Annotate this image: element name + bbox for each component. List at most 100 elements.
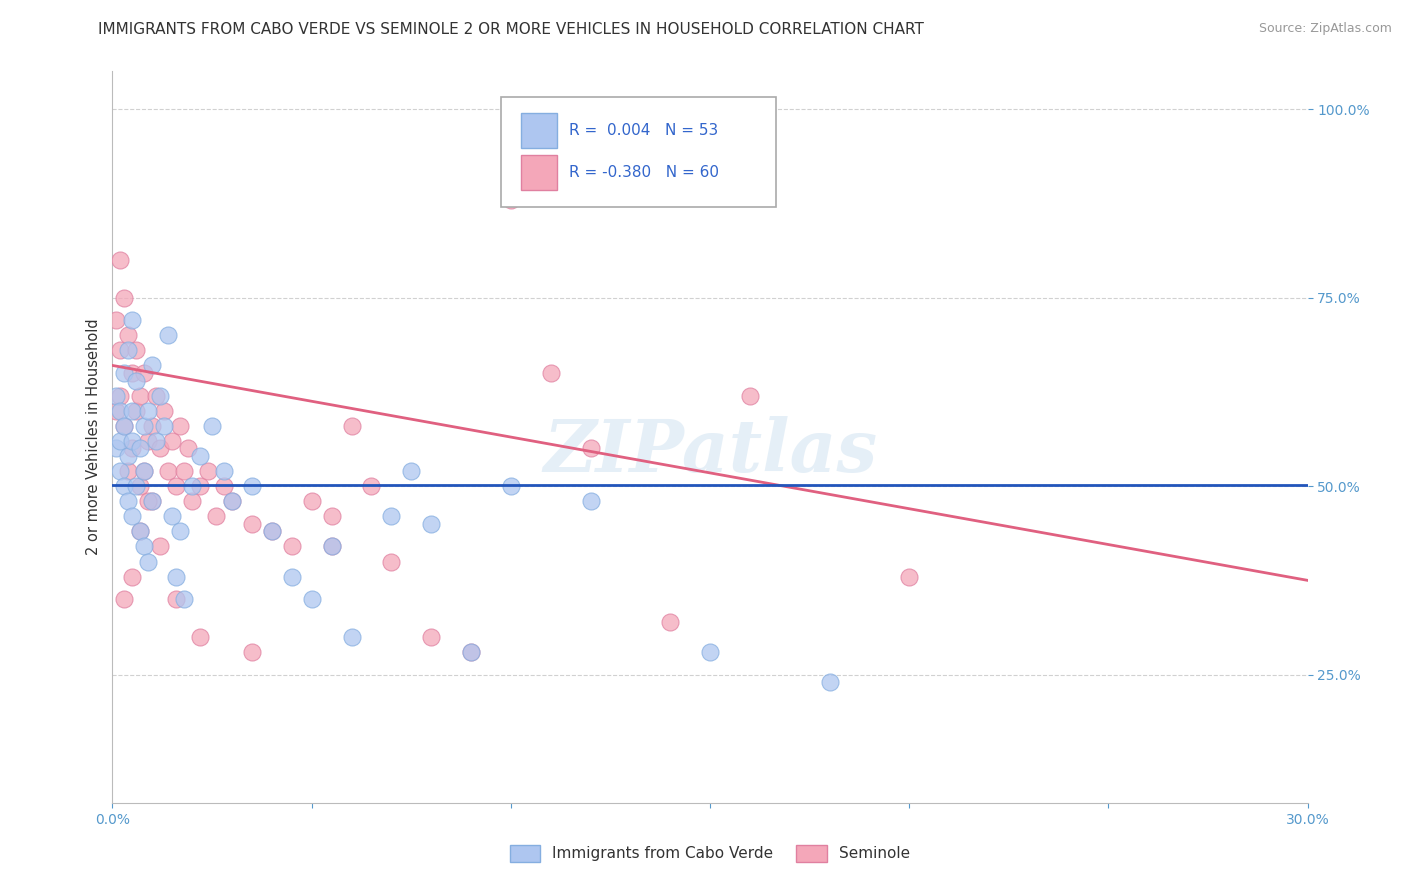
Point [898, 569, 921, 583]
Point [260, 524, 283, 539]
Point [540, 366, 562, 380]
Point [125, 343, 148, 358]
Point [340, 630, 363, 644]
Point [360, 479, 382, 493]
Point [188, 630, 211, 644]
Point [114, 291, 135, 305]
Point [165, 592, 187, 607]
Point [114, 418, 135, 433]
Point [818, 675, 841, 690]
Point [110, 403, 132, 417]
Point [129, 479, 152, 493]
Point [699, 645, 721, 659]
Point [121, 434, 143, 448]
Point [221, 494, 243, 508]
Point [281, 569, 304, 583]
Point [197, 464, 219, 478]
Bar [522, 154, 557, 190]
Point [221, 494, 243, 508]
Point [149, 442, 172, 456]
Point [138, 554, 160, 568]
Text: IMMIGRANTS FROM CABO VERDE VS SEMINOLE 2 OR MORE VEHICLES IN HOUSEHOLD CORRELATI: IMMIGRANTS FROM CABO VERDE VS SEMINOLE 2… [98, 22, 924, 37]
Y-axis label: 2 or more Vehicles in Household: 2 or more Vehicles in Household [86, 318, 101, 556]
Point [145, 389, 167, 403]
Point [181, 494, 204, 508]
Point [153, 418, 176, 433]
Point [301, 592, 323, 607]
Point [340, 418, 363, 433]
Point [157, 328, 180, 343]
Point [121, 403, 143, 417]
Point [281, 540, 304, 554]
Point [134, 464, 156, 478]
Point [110, 464, 132, 478]
Point [121, 442, 143, 456]
Point [380, 554, 402, 568]
Bar [522, 113, 557, 148]
FancyBboxPatch shape [501, 97, 776, 207]
Point [138, 434, 160, 448]
Point [141, 494, 163, 508]
Point [114, 366, 135, 380]
Point [110, 389, 132, 403]
Text: Source: ZipAtlas.com: Source: ZipAtlas.com [1258, 22, 1392, 36]
Point [114, 479, 135, 493]
Point [212, 479, 235, 493]
Point [499, 479, 522, 493]
Point [134, 464, 156, 478]
Point [162, 509, 183, 524]
Point [188, 479, 211, 493]
Point [129, 524, 152, 539]
Point [110, 434, 132, 448]
Point [153, 403, 176, 417]
Point [401, 464, 423, 478]
Point [117, 449, 139, 463]
Point [129, 524, 152, 539]
Point [157, 464, 180, 478]
Point [121, 569, 143, 583]
Point [117, 343, 139, 358]
Point [162, 434, 183, 448]
Point [181, 479, 204, 493]
Point [165, 479, 187, 493]
Point [321, 540, 343, 554]
Point [169, 418, 191, 433]
Text: R = -0.380   N = 60: R = -0.380 N = 60 [569, 165, 718, 180]
Point [117, 494, 139, 508]
Point [301, 494, 323, 508]
Text: ZIPatlas: ZIPatlas [543, 417, 877, 487]
Point [188, 449, 211, 463]
Point [125, 479, 148, 493]
Point [125, 403, 148, 417]
Point [201, 418, 224, 433]
Point [420, 516, 443, 531]
Point [134, 540, 156, 554]
Point [420, 630, 443, 644]
Point [579, 494, 602, 508]
Point [110, 252, 132, 267]
Point [240, 516, 263, 531]
Point [321, 509, 343, 524]
Point [105, 403, 128, 417]
Point [105, 389, 128, 403]
Point [110, 343, 132, 358]
Point [149, 540, 172, 554]
Point [659, 615, 682, 629]
Point [121, 366, 143, 380]
Point [129, 442, 152, 456]
Text: R =  0.004   N = 53: R = 0.004 N = 53 [569, 123, 718, 138]
Point [114, 592, 135, 607]
Point [141, 494, 163, 508]
Point [125, 374, 148, 388]
Point [579, 442, 602, 456]
Point [121, 313, 143, 327]
Point [138, 403, 160, 417]
Point [460, 645, 482, 659]
Point [460, 645, 482, 659]
Point [205, 509, 228, 524]
Point [173, 464, 195, 478]
Point [117, 328, 139, 343]
Point [165, 569, 187, 583]
Point [177, 442, 200, 456]
Point [380, 509, 402, 524]
